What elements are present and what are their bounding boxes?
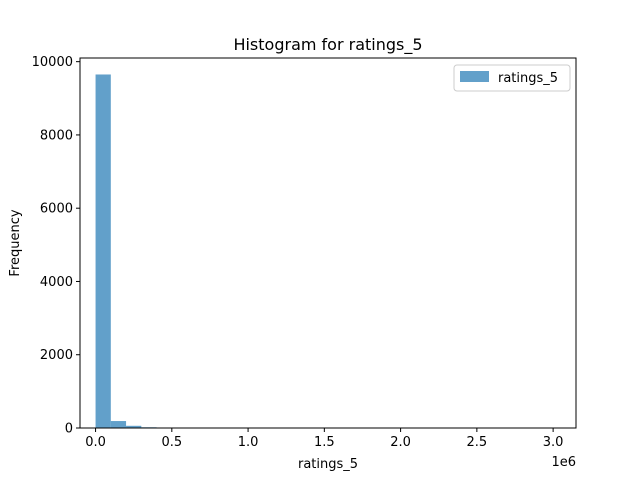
y-tick-label: 8000 [40, 128, 73, 143]
plot-frame [79, 57, 577, 429]
y-tick-label: 4000 [40, 275, 73, 290]
x-tick-label: 2.5 [467, 435, 488, 450]
x-tick-label: 0.5 [161, 435, 182, 450]
histogram-bar [95, 74, 111, 429]
legend: ratings_5 [453, 64, 571, 92]
chart-title: Histogram for ratings_5 [233, 35, 422, 55]
y-tick-label: 6000 [40, 202, 73, 217]
histogram-bar [110, 421, 127, 428]
y-tick-label: 2000 [40, 348, 73, 363]
x-tick-label: 1.0 [238, 435, 259, 450]
y-tick-label: 10000 [32, 55, 73, 70]
y-axis-label: Frequency [8, 209, 23, 276]
x-axis-label: ratings_5 [298, 457, 358, 472]
x-tick-label: 1.5 [314, 435, 335, 450]
x-tick-label: 0.0 [85, 435, 106, 450]
x-axis-ticks: 0.0 0.5 1.0 1.5 2.0 2.5 3.0 [85, 428, 563, 450]
legend-swatch [460, 71, 489, 82]
y-axis-ticks: 0 2000 4000 6000 8000 10000 [32, 55, 80, 437]
y-tick-label: 0 [65, 422, 73, 437]
histogram-bar [126, 425, 142, 428]
x-axis-offset-label: 1e6 [551, 455, 576, 470]
x-tick-label: 3.0 [543, 435, 564, 450]
x-tick-label: 2.0 [390, 435, 411, 450]
legend-label: ratings_5 [498, 71, 558, 86]
